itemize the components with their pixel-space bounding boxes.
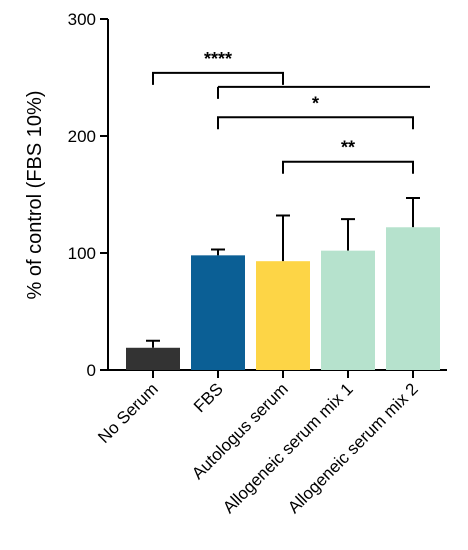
bar (191, 255, 245, 370)
x-tick-label: FBS (190, 379, 227, 416)
significance-bracket (152, 71, 284, 85)
y-axis-label: % of control (FBS 10%) (24, 91, 46, 300)
significance-brackets: ******* (152, 49, 430, 174)
error-bar (406, 197, 420, 228)
bar (256, 261, 310, 370)
error-bar (276, 214, 290, 262)
x-tick-label: Allogeneic serum mix 1 (219, 379, 357, 517)
chart-marks (126, 197, 440, 370)
error-bar (146, 339, 160, 348)
x-tick-label: No Serum (94, 379, 162, 447)
significance-label: * (312, 93, 319, 113)
error-bar (341, 218, 355, 251)
bar (386, 227, 440, 370)
y-axis: 0 100 200 300 % of control (FBS 10%) (24, 10, 109, 380)
significance-bracket (282, 160, 414, 174)
y-tick-label: 200 (68, 127, 96, 146)
y-tick-label: 0 (87, 361, 96, 380)
significance-label: ** (341, 138, 355, 158)
significance-label: **** (204, 49, 232, 69)
error-bar (211, 248, 225, 256)
y-tick-label: 300 (68, 10, 96, 29)
y-tick-label: 100 (68, 244, 96, 263)
x-tick-label: Allogeneic serum mix 2 (284, 379, 422, 517)
significance-bracket (217, 116, 414, 130)
bar (321, 250, 375, 370)
bar (126, 347, 180, 370)
